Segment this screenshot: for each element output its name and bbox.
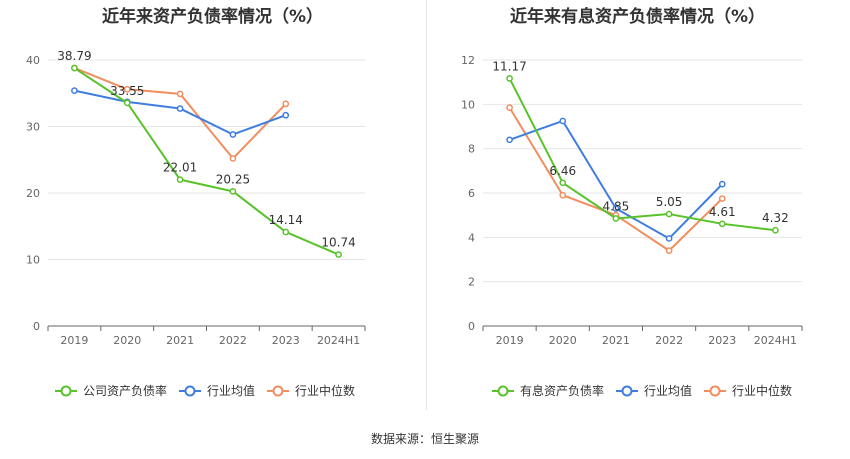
data-label: 10.74 [321, 236, 355, 250]
series-line [73, 67, 339, 256]
divider [426, 0, 427, 410]
y-tick-label: 20 [26, 187, 40, 200]
data-label: 5.05 [656, 195, 683, 209]
series-line [74, 67, 287, 160]
legend-label: 有息资产负债率 [520, 383, 604, 398]
data-point [335, 251, 342, 258]
chart-title: 近年来资产负债率情况（%） [101, 7, 324, 27]
data-point [123, 85, 131, 93]
data-point [176, 90, 184, 98]
data-label: 4.61 [709, 205, 736, 219]
data-point [506, 136, 513, 144]
chart-title: 近年来有息资产负债率情况（%） [509, 7, 766, 27]
y-tick-label: 0 [33, 320, 40, 333]
y-tick-label: 2 [468, 276, 475, 289]
data-point [282, 100, 290, 108]
data-point [665, 235, 673, 242]
x-tick-label: 2023 [272, 334, 300, 347]
data-point [559, 191, 567, 199]
data-point [772, 226, 779, 234]
legend-marker [709, 385, 721, 397]
data-point [71, 64, 78, 72]
data-label: 6.46 [549, 164, 576, 178]
data-label: 22.01 [163, 161, 197, 175]
data-point [176, 105, 184, 112]
x-tick-label: 2020 [549, 334, 577, 347]
x-tick-label: 2019 [496, 334, 524, 347]
source-note: 数据来源：恒生聚源 [370, 432, 479, 446]
legend-item: 行业均值 [179, 383, 255, 398]
legend-label: 行业中位数 [732, 383, 792, 398]
data-point [612, 205, 620, 212]
data-point [282, 111, 290, 119]
data-label: 11.17 [492, 59, 526, 73]
y-tick-label: 10 [461, 98, 475, 111]
data-point [229, 131, 237, 138]
data-point [665, 247, 673, 254]
data-label: 4.85 [603, 199, 630, 213]
legend-item: 行业中位数 [704, 383, 792, 398]
data-point [718, 220, 726, 228]
legend-item: 有息资产负债率 [492, 383, 604, 398]
x-tick-label: 2024H1 [754, 334, 797, 347]
series-line [508, 77, 776, 232]
data-point [229, 187, 237, 195]
data-point [123, 99, 131, 107]
data-point [718, 180, 726, 188]
data-point [282, 228, 290, 236]
x-tick-label: 2021 [602, 334, 630, 347]
data-point [506, 104, 513, 112]
x-tick-label: 2021 [166, 334, 194, 347]
data-label: 14.14 [269, 213, 303, 227]
legend-marker [60, 385, 72, 397]
chart-debt-ratio: 近年来资产负债率情况（%） 0 10 20 30 40 2019 2020 2021 2022 2… [0, 0, 425, 420]
legend-marker [184, 385, 196, 397]
y-tick-label: 10 [26, 254, 40, 267]
y-tick-label: 12 [461, 54, 475, 67]
y-tick-label: 4 [468, 231, 475, 244]
legend-item: 行业中位数 [267, 383, 355, 398]
data-point [176, 176, 184, 183]
y-tick-label: 30 [26, 121, 40, 134]
x-tick-label: 2022 [655, 334, 683, 347]
y-tick-label: 0 [468, 320, 475, 333]
data-point [559, 117, 567, 125]
data-point [506, 75, 513, 82]
data-point [612, 215, 620, 222]
legend-marker [621, 385, 633, 397]
legend-item: 公司资产负债率 [55, 383, 167, 398]
y-tick-label: 6 [468, 187, 475, 200]
legend-marker [497, 385, 509, 397]
chart-plot: 0 10 20 30 40 2019 2020 2021 2022 2023 2024H1 38.79… [26, 49, 366, 398]
data-label: 38.79 [57, 49, 91, 63]
data-label: 20.25 [216, 172, 250, 186]
data-label: 33.55 [110, 84, 144, 98]
legend-label: 行业均值 [207, 383, 255, 398]
y-tick-label: 8 [468, 143, 475, 156]
chart-interest-debt-ratio: 近年来有息资产负债率情况（%） 0 2 4 6 8 10 12 2019 2020 2021 202… [425, 0, 850, 420]
y-tick-label: 40 [26, 54, 40, 67]
x-tick-label: 2019 [60, 334, 88, 347]
data-point [71, 87, 78, 94]
x-tick-label: 2022 [219, 334, 247, 347]
legend-label: 公司资产负债率 [83, 383, 167, 398]
x-tick-label: 2020 [113, 334, 141, 347]
data-label: 4.32 [762, 211, 789, 225]
chart-plot: 0 2 4 6 8 10 12 2019 2020 2021 2022 2023 2024H1 11.17… [461, 54, 803, 398]
x-tick-label: 2024H1 [317, 334, 360, 347]
x-tick-label: 2023 [708, 334, 736, 347]
data-point [559, 179, 567, 187]
legend-item: 行业均值 [616, 383, 692, 398]
legend-marker [272, 385, 284, 397]
data-point [229, 155, 237, 162]
data-point [718, 195, 726, 202]
legend-label: 行业中位数 [295, 383, 355, 398]
data-point [665, 210, 673, 218]
legend-label: 行业均值 [644, 383, 692, 398]
